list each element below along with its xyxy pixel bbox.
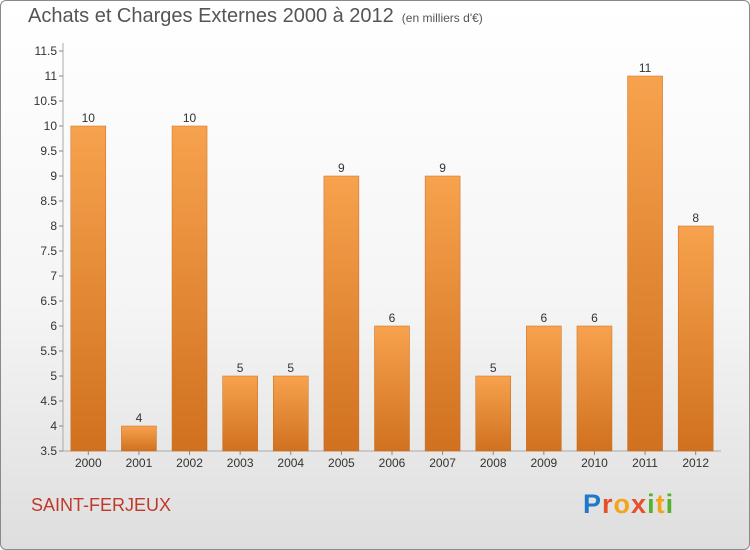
logo-letter: P bbox=[583, 489, 603, 519]
bar-value-label: 5 bbox=[237, 361, 244, 375]
chart-unit: (en milliers d'€) bbox=[401, 11, 483, 25]
bar-value-label: 5 bbox=[490, 361, 497, 375]
y-tick-label: 11.5 bbox=[35, 44, 58, 58]
logo-letter: i bbox=[647, 489, 656, 519]
bar bbox=[475, 375, 511, 452]
x-tick-label: 2001 bbox=[126, 456, 153, 470]
logo-letter: r bbox=[602, 489, 614, 519]
y-tick-label: 4.5 bbox=[40, 394, 57, 408]
bar bbox=[627, 75, 663, 452]
x-tick-label: 2005 bbox=[328, 456, 355, 470]
y-tick-label: 9.5 bbox=[40, 144, 57, 158]
logo-letter: x bbox=[631, 489, 648, 519]
y-tick-label: 8 bbox=[50, 219, 57, 233]
x-tick-label: 2007 bbox=[429, 456, 456, 470]
x-tick-label: 2000 bbox=[75, 456, 102, 470]
y-tick-label: 5 bbox=[50, 369, 57, 383]
chart-title-text: Achats et Charges Externes 2000 à 2012 bbox=[28, 5, 394, 27]
bar-value-label: 8 bbox=[692, 211, 699, 225]
x-tick-label: 2002 bbox=[176, 456, 203, 470]
x-tick-label: 2010 bbox=[581, 456, 608, 470]
proxiti-logo: Proxiti bbox=[583, 489, 674, 520]
x-tick-label: 2008 bbox=[480, 456, 507, 470]
commune-name: SAINT-FERJEUX bbox=[31, 495, 172, 515]
x-tick-label: 2006 bbox=[379, 456, 406, 470]
y-tick-label: 11 bbox=[45, 69, 58, 83]
y-tick-label: 9 bbox=[50, 169, 57, 183]
bar bbox=[576, 325, 613, 452]
bar bbox=[222, 375, 258, 452]
x-tick-label: 2011 bbox=[632, 456, 658, 470]
x-tick-label: 2003 bbox=[227, 456, 254, 470]
bar bbox=[121, 425, 157, 452]
bar bbox=[70, 125, 107, 452]
y-tick-label: 8.5 bbox=[40, 194, 57, 208]
bar-value-label: 6 bbox=[541, 311, 548, 325]
y-tick-label: 7 bbox=[50, 269, 57, 283]
y-tick-label: 3.5 bbox=[40, 444, 57, 458]
x-tick-label: 2004 bbox=[277, 456, 304, 470]
chart-title: Achats et Charges Externes 2000 à 2012 (e… bbox=[28, 5, 483, 28]
logo-letter: t bbox=[655, 489, 666, 519]
logo-letter: o bbox=[613, 489, 632, 519]
bar-value-label: 10 bbox=[82, 111, 96, 125]
bar bbox=[374, 325, 410, 452]
y-tick-label: 6.5 bbox=[40, 294, 57, 308]
bar-value-label: 9 bbox=[338, 161, 345, 175]
bar-value-label: 11 bbox=[639, 61, 652, 75]
x-tick-label: 2009 bbox=[530, 456, 557, 470]
y-tick-label: 4 bbox=[50, 419, 57, 433]
bar bbox=[526, 325, 562, 452]
y-tick-label: 7.5 bbox=[40, 244, 57, 258]
bar-value-label: 6 bbox=[591, 311, 598, 325]
bar bbox=[677, 225, 714, 452]
bar-value-label: 4 bbox=[136, 411, 143, 425]
bar-value-label: 9 bbox=[439, 161, 446, 175]
x-tick-label: 2012 bbox=[682, 456, 709, 470]
bar-value-label: 5 bbox=[287, 361, 294, 375]
y-tick-label: 5.5 bbox=[40, 344, 57, 358]
bar-value-label: 10 bbox=[183, 111, 197, 125]
logo-letter: i bbox=[665, 489, 675, 519]
bar-value-label: 6 bbox=[389, 311, 396, 325]
bar bbox=[273, 375, 309, 452]
bar bbox=[424, 175, 461, 452]
y-tick-label: 10.5 bbox=[34, 94, 58, 108]
y-tick-label: 6 bbox=[50, 319, 57, 333]
bar bbox=[171, 125, 208, 452]
y-tick-label: 10 bbox=[44, 119, 58, 133]
bar bbox=[323, 175, 360, 452]
